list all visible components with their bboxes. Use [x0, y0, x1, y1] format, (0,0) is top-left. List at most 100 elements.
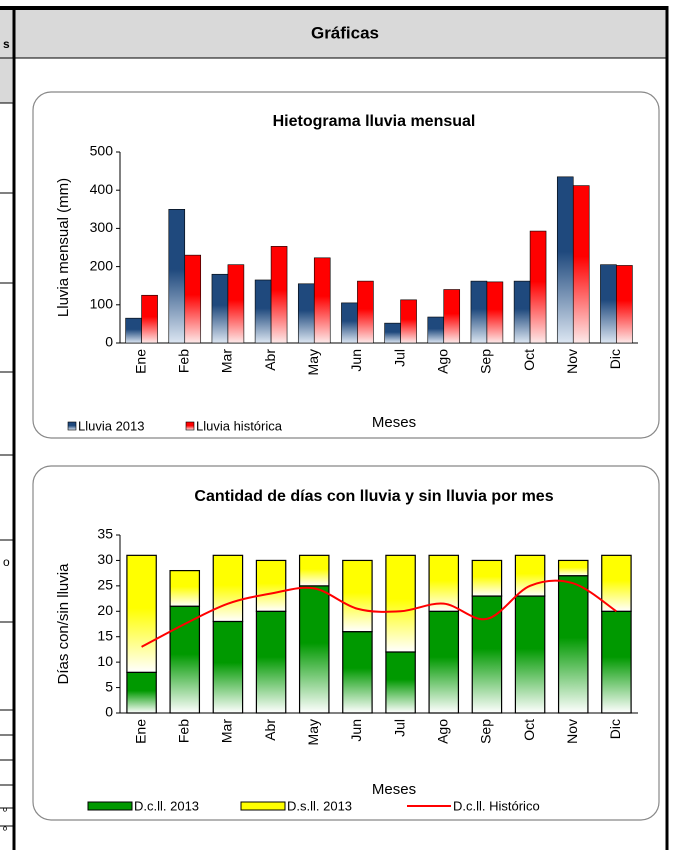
y-axis-title: Lluvia mensual (mm): [55, 178, 72, 317]
x-tick-label: Oct: [521, 349, 537, 371]
bar: [184, 254, 202, 344]
x-tick-label: May: [305, 719, 321, 745]
left-fragment: s: [3, 37, 10, 51]
bar-segment: [126, 671, 157, 714]
x-tick-label: Mar: [219, 349, 235, 373]
bar-segment: [601, 610, 632, 714]
bar-segment: [255, 559, 287, 612]
x-tick-label: Ene: [132, 349, 148, 374]
x-tick-label: Jul: [391, 719, 407, 737]
bar: [427, 316, 445, 344]
y-tick-label: 35: [97, 526, 113, 542]
bar: [572, 185, 590, 344]
left-fragment: º: [3, 825, 7, 837]
header-bar: [0, 10, 667, 58]
x-tick-label: Oct: [521, 719, 537, 741]
bar-segment: [385, 554, 416, 653]
x-tick-label: Sep: [478, 719, 494, 744]
y-tick-label: 15: [97, 627, 113, 643]
x-axis-title: Meses: [372, 781, 416, 798]
x-tick-label: Mar: [219, 719, 235, 743]
legend-label: D.c.ll. 2013: [134, 798, 199, 813]
bar: [384, 322, 401, 344]
x-tick-label: May: [305, 349, 321, 375]
y-tick-label: 0: [105, 334, 113, 350]
legend-swatch: [67, 421, 77, 431]
bar: [357, 280, 374, 344]
bar: [341, 302, 358, 344]
y-tick-label: 5: [105, 678, 113, 694]
bar-segment: [212, 620, 244, 714]
bar: [600, 264, 617, 344]
legend-label: D.s.ll. 2013: [287, 798, 352, 813]
y-tick-label: 500: [90, 143, 114, 159]
x-tick-label: Abr: [262, 349, 278, 371]
bar-segment: [298, 585, 330, 714]
x-tick-label: Dic: [607, 349, 623, 369]
x-tick-label: Ago: [434, 719, 450, 744]
bar-segment: [471, 595, 503, 714]
x-tick-label: Sep: [478, 349, 494, 374]
x-tick-label: Jun: [348, 349, 364, 372]
legend-swatch: [185, 421, 195, 431]
y-tick-label: 300: [90, 219, 114, 235]
bar-segment: [342, 559, 373, 633]
y-tick-label: 0: [105, 704, 113, 720]
bar: [513, 280, 531, 344]
chart-panel: [32, 91, 660, 439]
bar: [486, 281, 504, 344]
legend-label: D.c.ll. Histórico: [453, 798, 540, 813]
bar-segment: [212, 554, 244, 623]
left-header-cell: [0, 58, 12, 103]
y-tick-label: 100: [90, 296, 114, 312]
y-tick-label: 200: [90, 257, 114, 273]
bar: [211, 273, 229, 344]
bar: [556, 176, 574, 344]
bar: [313, 257, 331, 344]
y-axis-title: Días con/sin lluvia: [55, 563, 72, 685]
y-tick-label: 25: [97, 577, 113, 593]
x-tick-label: Ago: [434, 349, 450, 374]
x-axis-title: Meses: [372, 414, 416, 431]
bar-segment: [557, 559, 589, 577]
y-tick-label: 10: [97, 653, 113, 669]
y-tick-label: 20: [97, 602, 113, 618]
bar: [168, 209, 186, 344]
x-tick-label: Nov: [564, 719, 580, 744]
bar-segment: [428, 610, 460, 714]
left-fragment: o: [3, 555, 10, 569]
legend-swatch: [240, 801, 286, 811]
bar-segment: [385, 651, 416, 714]
line-series: [141, 579, 617, 648]
bar: [529, 230, 547, 344]
bar-segment: [557, 575, 589, 714]
bar-segment: [255, 610, 287, 714]
x-tick-label: Feb: [175, 719, 191, 743]
x-tick-label: Ene: [132, 719, 148, 744]
bar: [254, 279, 272, 344]
y-tick-label: 400: [90, 181, 114, 197]
x-tick-label: Jul: [391, 349, 407, 367]
legend-label: Lluvia histórica: [196, 418, 283, 433]
bar-segment: [342, 631, 373, 714]
left-fragment: º: [3, 806, 7, 818]
chart-title: Cantidad de días con lluvia y sin lluvia…: [194, 488, 553, 505]
bar-segment: [471, 559, 503, 597]
bar: [616, 265, 633, 344]
header-title: Gráficas: [311, 23, 379, 42]
bar-segment: [514, 554, 546, 597]
bar-segment: [298, 554, 330, 587]
chart-title: Hietograma lluvia mensual: [273, 113, 476, 130]
x-tick-label: Nov: [564, 349, 580, 374]
bar-segment: [169, 605, 201, 714]
bar: [141, 294, 158, 344]
bar: [443, 289, 461, 344]
bar: [400, 299, 417, 344]
bar-segment: [126, 554, 157, 673]
bar-segment: [169, 569, 201, 607]
bar: [270, 246, 288, 344]
bar: [297, 283, 315, 344]
bar-segment: [514, 595, 546, 714]
legend-label: Lluvia 2013: [78, 418, 145, 433]
